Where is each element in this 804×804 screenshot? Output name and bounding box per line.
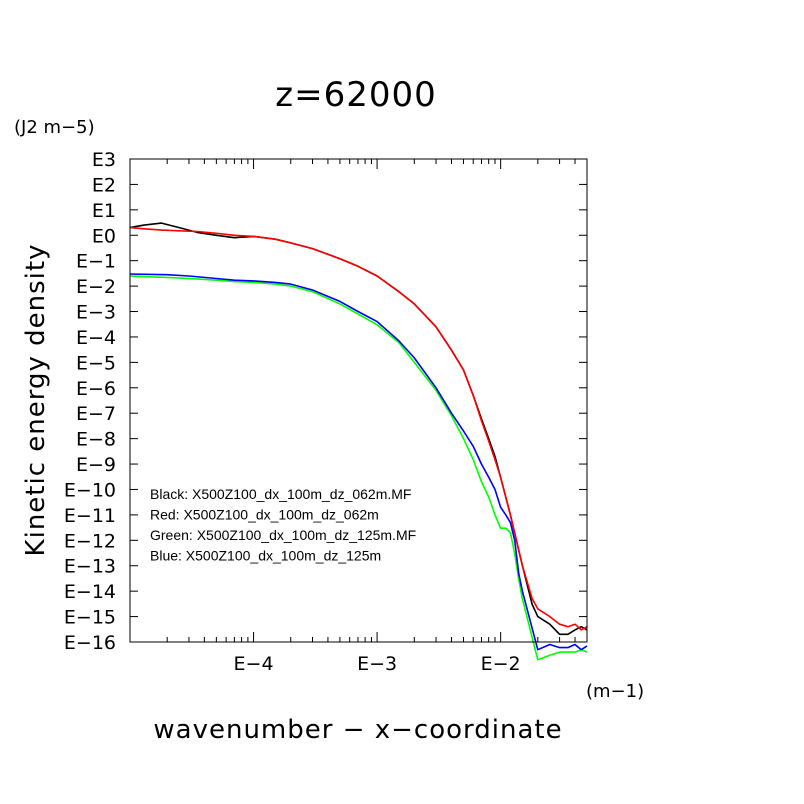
y-tick-label: E−16 [64, 632, 116, 654]
plot-area: E3 E2 E1 E0 E−1 E−2 E−3 E−4 E−5 E−6 E−7 E−8 E−9 E−10 E… [64, 149, 588, 675]
legend-entry: Red: X500Z100_dx_100m_dz_062m [150, 507, 379, 523]
y-tick-label: E−1 [76, 251, 116, 273]
y-tick-label: E−13 [64, 556, 116, 578]
x-axis-unit: (m−1) [586, 681, 644, 702]
y-tick-label: E1 [92, 200, 116, 222]
y-tick-label: E−14 [64, 581, 116, 603]
y-tick-label: E−5 [76, 352, 116, 374]
chart-title: z=62000 [275, 75, 437, 115]
series-line-2 [129, 226, 588, 631]
y-tick-label: E−10 [64, 479, 116, 501]
y-tick-label: E−3 [76, 302, 116, 324]
y-tick-label: E−4 [76, 327, 116, 349]
legend-entry: Black: X500Z100_dx_100m_dz_062m.MF [150, 486, 411, 502]
legend-entry: Green: X500Z100_dx_100m_dz_125m.MF [150, 527, 416, 543]
y-axis-unit: (J2 m−5) [14, 117, 95, 138]
x-tick-label: E−3 [357, 653, 397, 675]
y-tick-label: E0 [92, 225, 116, 247]
y-tick-label: E2 [92, 174, 116, 196]
y-tick-label: E−7 [76, 403, 116, 425]
y-tick-label: E−2 [76, 276, 116, 298]
y-tick-label: E−9 [76, 454, 116, 476]
x-tick-label: E−4 [234, 653, 274, 675]
x-axis-label: wavenumber − x−coordinate [153, 715, 562, 745]
series-line-4 [129, 273, 588, 651]
y-tick-label: E−15 [64, 607, 116, 629]
plot-frame [129, 158, 588, 643]
x-tick-label: E−2 [481, 653, 521, 675]
y-tick-label: E−6 [76, 378, 116, 400]
y-axis-label: Kinetic energy density [21, 244, 51, 557]
y-tick-label: E−11 [64, 505, 116, 527]
y-tick-label: E3 [92, 149, 116, 171]
series-line-3 [129, 275, 588, 661]
y-tick-label: E−8 [76, 429, 116, 451]
y-tick-label: E−12 [64, 530, 116, 552]
legend-entry: Blue: X500Z100_dx_100m_dz_125m [150, 548, 381, 564]
